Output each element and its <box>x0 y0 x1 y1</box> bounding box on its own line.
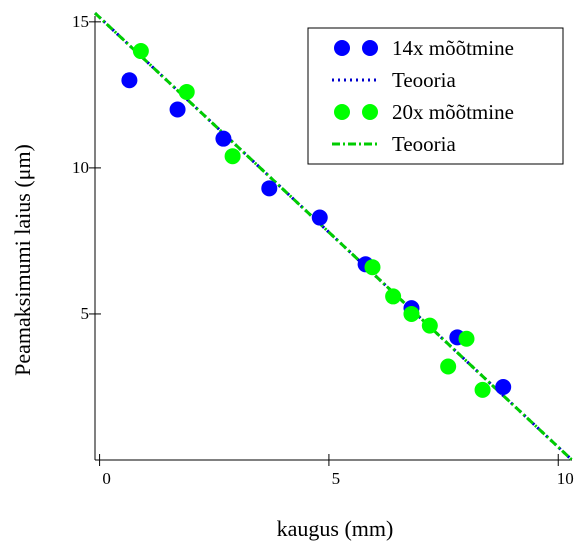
data-point <box>364 259 381 276</box>
data-point <box>385 288 402 305</box>
legend-marker <box>362 104 378 120</box>
data-point <box>178 83 195 100</box>
data-point <box>311 209 328 226</box>
axes <box>94 16 572 461</box>
theory-line <box>93 12 574 462</box>
y-tick-label: 5 <box>81 304 90 323</box>
legend-marker <box>334 104 350 120</box>
data-point <box>215 130 232 147</box>
legend-label: 14x mõõtmine <box>392 36 514 60</box>
legend-label: Teooria <box>392 68 457 92</box>
data-point <box>121 72 138 89</box>
data-point <box>403 305 420 322</box>
legend-marker <box>362 40 378 56</box>
data-point <box>132 43 149 60</box>
data-point <box>495 378 512 395</box>
legend-label: Teooria <box>392 132 457 156</box>
data-point <box>440 358 457 375</box>
data-point <box>421 317 438 334</box>
data-point <box>261 180 278 197</box>
theory-lines <box>93 12 574 462</box>
x-axis-title: kaugus (mm) <box>277 516 394 541</box>
data-point <box>169 101 186 118</box>
x-tick-label: 0 <box>102 469 111 488</box>
legend-box <box>307 27 564 165</box>
x-tick-label: 10 <box>557 469 574 488</box>
data-point <box>458 330 475 347</box>
data-points <box>121 43 512 398</box>
x-tick-label: 5 <box>332 469 341 488</box>
legend-marker <box>334 40 350 56</box>
y-axis-title: Peamaksimumi laius (μm) <box>10 144 35 376</box>
legend: 14x mõõtmine Teooria 20x mõõtmine Teooria <box>307 27 564 165</box>
y-tick-label: 15 <box>72 12 89 31</box>
axis-ticks: 0 5 10 5 10 15 <box>72 12 574 488</box>
data-point <box>224 148 241 165</box>
legend-label: 20x mõõtmine <box>392 100 514 124</box>
y-tick-label: 10 <box>72 158 89 177</box>
data-point <box>474 381 491 398</box>
